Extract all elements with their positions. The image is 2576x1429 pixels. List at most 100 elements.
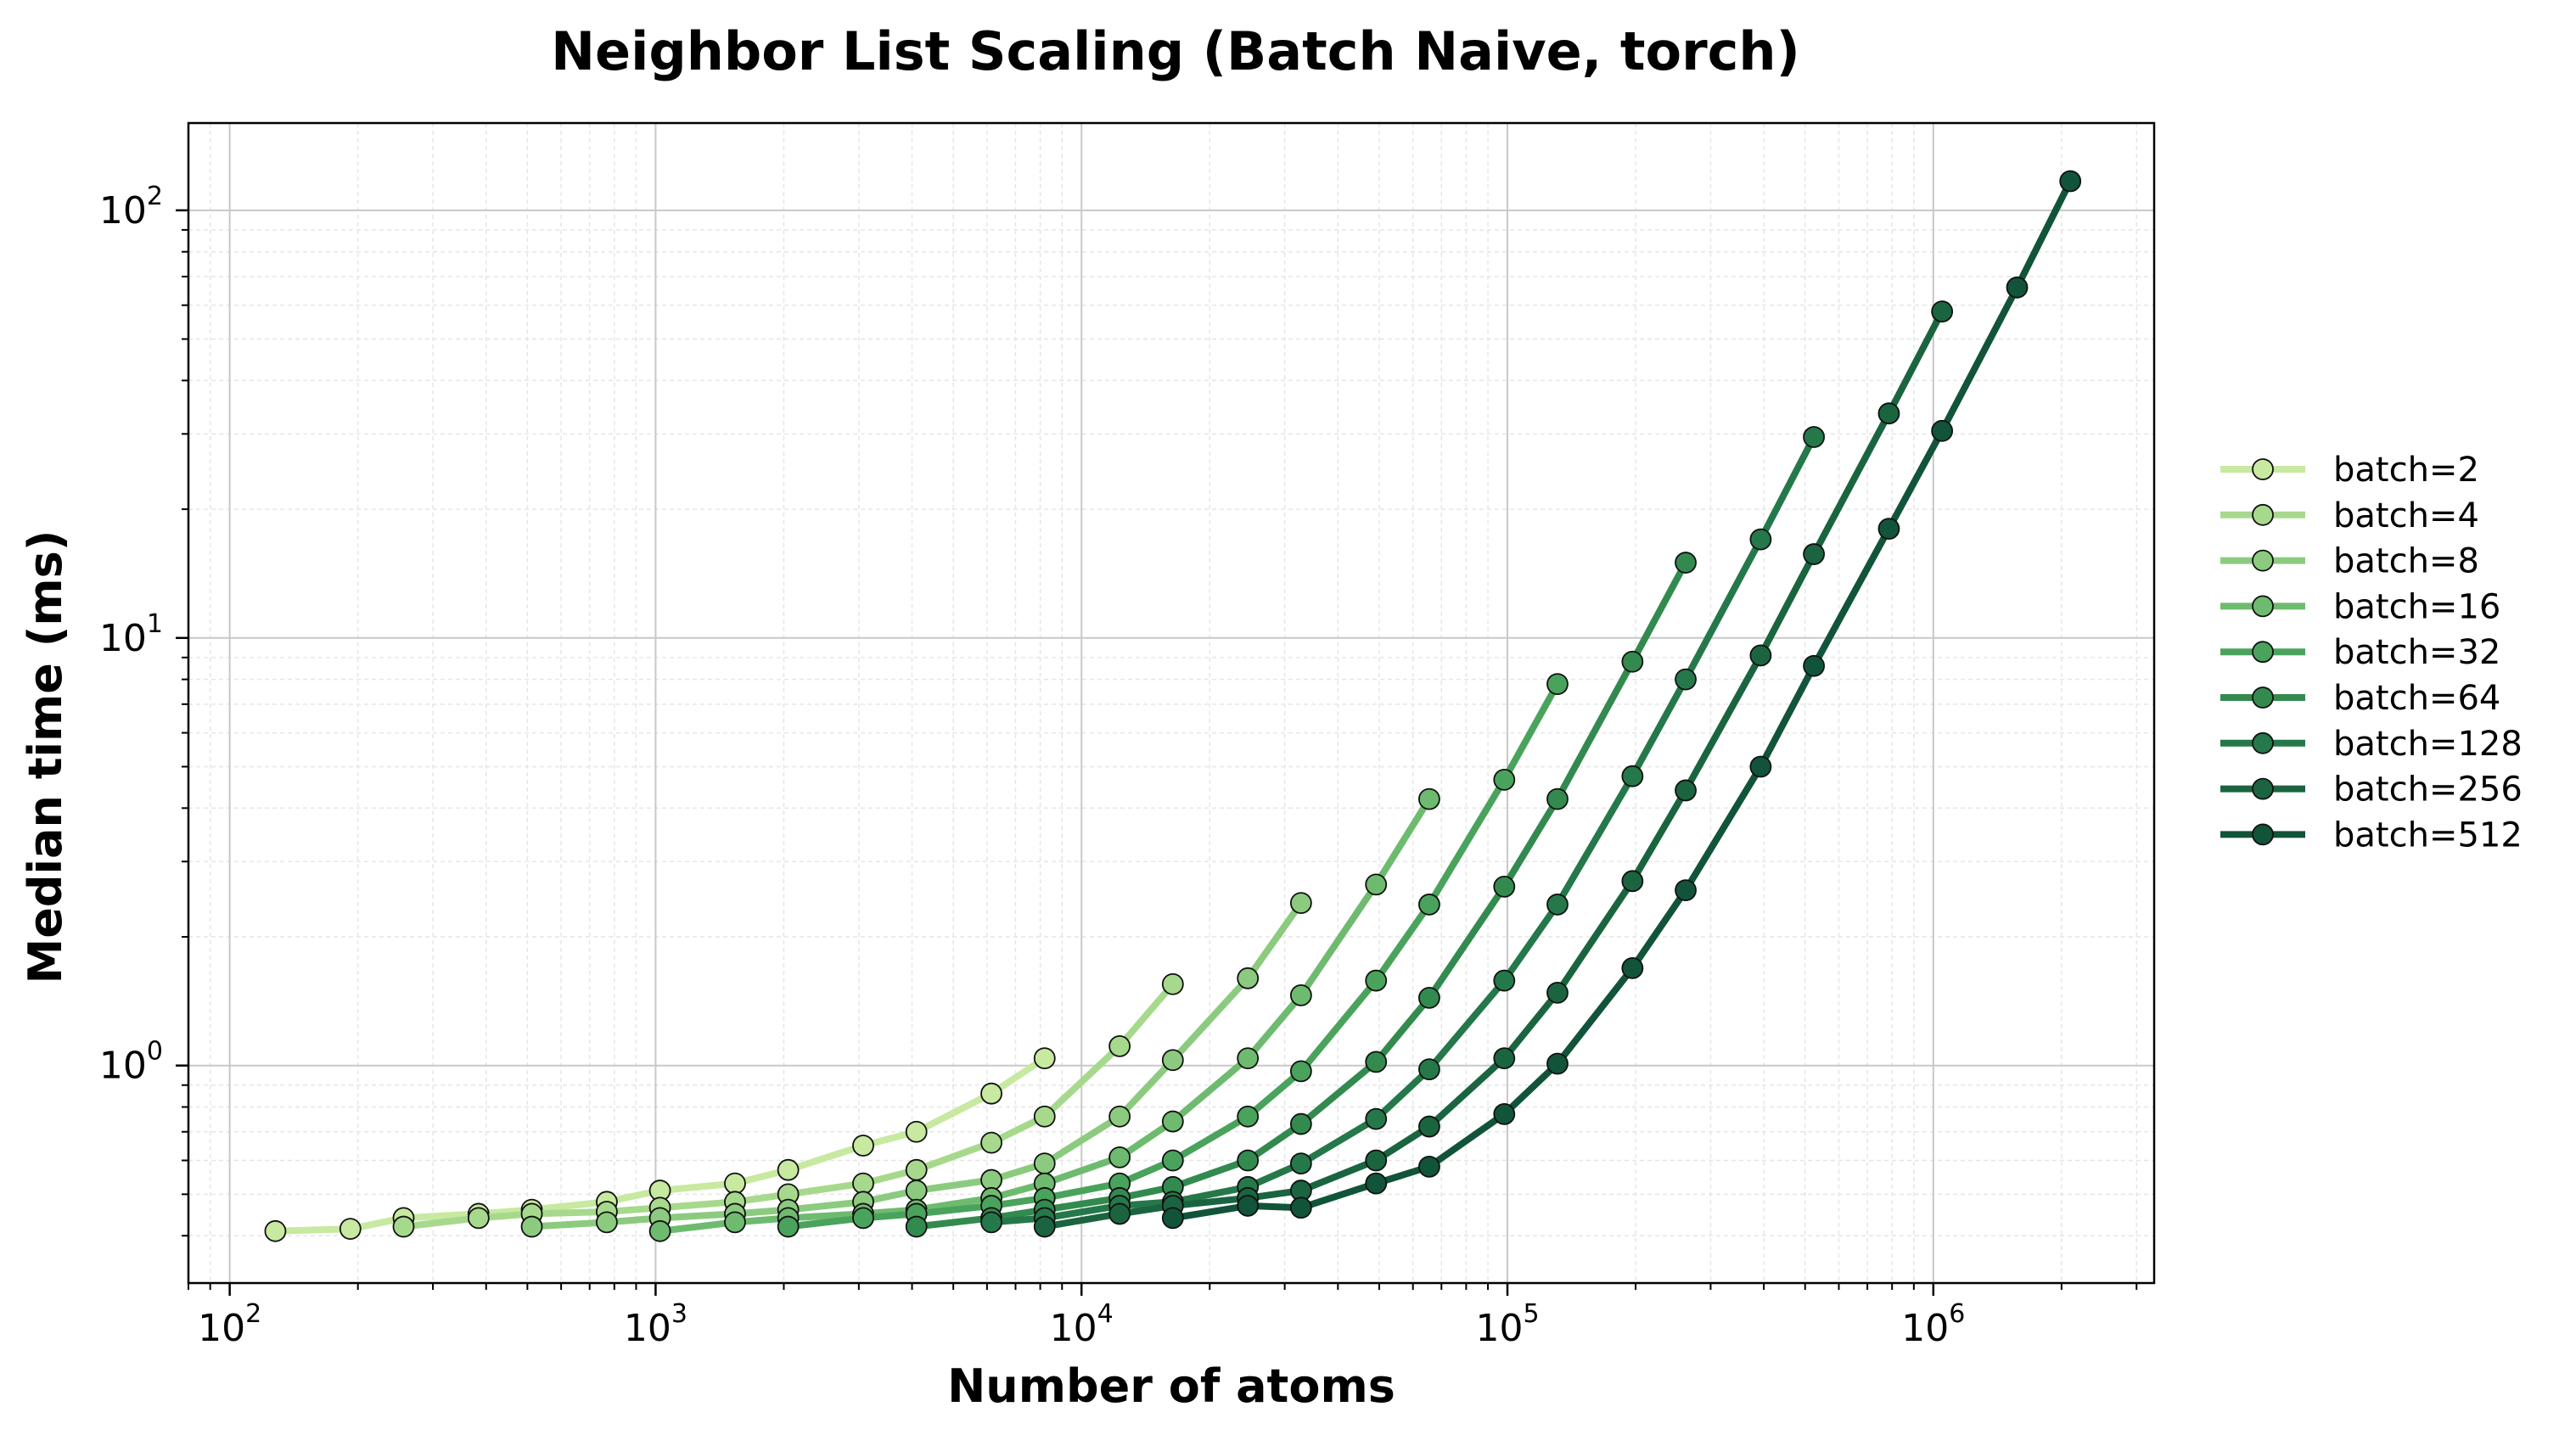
data-point (1237, 1047, 1260, 1070)
data-point (1493, 969, 1516, 992)
series-batch-256 (1033, 300, 1954, 1238)
legend-label: batch=256 (2333, 771, 2523, 810)
data-point (1108, 1034, 1131, 1057)
legend: batch=2 batch=4 batch=8 batch=16 batch=32 bat… (2220, 451, 2523, 855)
data-point (1749, 528, 1772, 551)
data-point (264, 1219, 287, 1242)
series-batch-512 (1161, 170, 2082, 1230)
data-point (905, 1158, 928, 1181)
legend-swatch-marker (2252, 823, 2274, 846)
legend-swatch-marker (2252, 595, 2274, 618)
data-point (1108, 1202, 1131, 1225)
data-point (852, 1172, 874, 1195)
legend-swatch-marker (2252, 641, 2274, 664)
data-point (1546, 894, 1569, 916)
data-point (1931, 300, 1954, 322)
data-point (1675, 879, 1697, 902)
data-point (1289, 892, 1312, 914)
data-point (1803, 654, 1825, 677)
data-point (777, 1158, 800, 1181)
data-point (1033, 1152, 1056, 1175)
data-point (1237, 1195, 1260, 1217)
data-point (1289, 983, 1312, 1006)
data-point (1289, 1112, 1312, 1135)
data-point (1493, 1047, 1516, 1070)
legend-entry: batch=2 (2220, 451, 2479, 490)
data-point (1675, 552, 1697, 574)
data-point (339, 1218, 362, 1241)
x-tick-label: 102 (198, 1299, 261, 1350)
data-point (1546, 787, 1569, 810)
data-point (2006, 276, 2029, 299)
y-tick-label: 102 (99, 182, 163, 233)
data-point (1621, 956, 1644, 979)
data-point (1546, 1052, 1569, 1075)
legend-entry: batch=16 (2220, 587, 2500, 626)
legend-swatch-marker (2252, 731, 2274, 754)
data-point (1237, 1149, 1260, 1172)
data-point (1289, 1060, 1312, 1083)
data-point (777, 1215, 800, 1238)
y-axis-label: Median time (ms) (19, 530, 72, 984)
data-point (980, 1211, 1002, 1234)
data-point (1418, 894, 1440, 916)
x-tick-label: 106 (1901, 1299, 1965, 1350)
data-point (1493, 876, 1516, 898)
chart-title: Neighbor List Scaling (Batch Naive, torc… (551, 20, 1800, 82)
data-point (1418, 1058, 1440, 1081)
data-point (1803, 543, 1825, 565)
data-point (1418, 1156, 1440, 1178)
y-tick-label: 100 (99, 1037, 163, 1088)
legend-swatch-marker (2252, 458, 2274, 480)
legend-label: batch=128 (2333, 725, 2523, 764)
data-point (1365, 873, 1388, 896)
legend-label: batch=8 (2333, 542, 2479, 581)
data-point (1493, 1102, 1516, 1125)
data-point (1108, 1146, 1131, 1168)
data-point (2059, 170, 2082, 193)
data-point (1033, 1215, 1056, 1238)
data-point (1237, 1105, 1260, 1128)
legend-label: batch=4 (2333, 496, 2479, 535)
legend-entry: batch=32 (2220, 633, 2500, 672)
legend-entry: batch=8 (2220, 542, 2479, 581)
series-line (784, 681, 1561, 1230)
data-point (1365, 1149, 1388, 1172)
data-point (1033, 1047, 1056, 1070)
data-point (595, 1211, 618, 1234)
data-point (1289, 1152, 1312, 1175)
data-point (1877, 402, 1900, 425)
data-point (1621, 765, 1644, 787)
data-point (980, 1082, 1002, 1105)
data-point (1546, 673, 1569, 696)
axis-ticks: 102 103 104 105 106 100 101 102 (99, 182, 2138, 1350)
data-point (1108, 1105, 1131, 1128)
legend-entry: batch=256 (2220, 771, 2523, 810)
data-point (724, 1211, 746, 1234)
data-point (1675, 779, 1697, 802)
x-tick-label: 103 (624, 1299, 687, 1350)
data-point (1161, 1207, 1184, 1230)
grid (188, 123, 2154, 1283)
data-point (852, 1207, 874, 1230)
data-point (905, 1180, 928, 1202)
legend-label: batch=512 (2333, 815, 2523, 855)
data-point (1803, 426, 1825, 448)
data-point (1418, 1115, 1440, 1138)
data-point (1418, 986, 1440, 1009)
x-tick-label: 104 (1050, 1299, 1114, 1350)
data-point (1161, 1149, 1184, 1172)
legend-swatch-marker (2252, 686, 2274, 709)
legend-label: batch=2 (2333, 451, 2479, 490)
data-point (1161, 972, 1184, 995)
data-point (392, 1215, 415, 1238)
data-point (1675, 668, 1697, 691)
data-point (1621, 870, 1644, 893)
data-point (467, 1207, 490, 1230)
legend-entry: batch=128 (2220, 725, 2523, 764)
data-point (1365, 1051, 1388, 1073)
data-point (1365, 969, 1388, 992)
legend-label: batch=32 (2333, 633, 2500, 672)
data-point (1493, 768, 1516, 791)
